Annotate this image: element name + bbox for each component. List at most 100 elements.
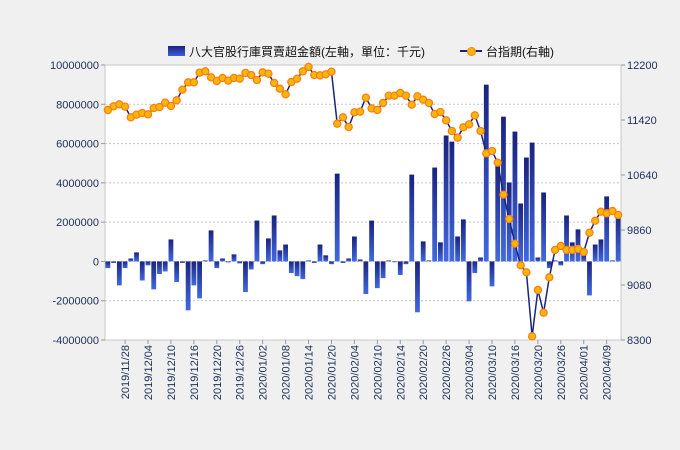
right-tick-label: 8300 [627,335,651,347]
bar [306,260,311,262]
left-tick-label: 4000000 [56,178,99,190]
index-point [516,261,525,270]
x-tick-label: 2019/12/10 [166,345,178,400]
index-point [493,158,502,167]
index-point [401,91,411,100]
bar [208,230,214,262]
x-tick-label: 2020/03/20 [533,345,545,400]
index-point [464,120,474,129]
bar [145,261,151,266]
bar [455,236,460,262]
bar [546,261,552,269]
bar [294,261,300,277]
x-tick-label: 2020/03/16 [510,345,522,400]
x-tick-label: 2020/02/04 [349,345,361,400]
x-tick-label: 2019/12/20 [212,345,224,400]
bar [225,261,231,263]
left-tick-label: 10000000 [50,60,99,72]
bar [615,211,621,262]
left-tick-label: -2000000 [53,296,100,308]
bar [271,215,277,262]
x-tick-label: 2019/12/26 [235,345,247,400]
index-point [487,146,497,156]
bar [558,261,564,266]
bar [260,261,266,265]
bar [380,261,386,279]
x-tick-label: 2020/01/20 [326,345,338,400]
right-tick-label: 9860 [627,225,651,237]
bar [472,261,478,274]
bar [495,163,501,262]
left-tick-label: 2000000 [56,217,99,229]
index-point [235,74,244,83]
bar [157,261,162,274]
bar [180,261,185,263]
x-tick-label: 2020/03/04 [464,345,476,400]
bar [105,261,111,269]
bar [426,260,432,262]
index-point [281,90,290,99]
bar [237,261,243,264]
index-point [327,67,336,76]
index-point [608,206,617,216]
index-point [579,247,588,257]
bar [254,220,260,262]
bar [329,261,334,265]
bar [243,261,248,293]
x-tick-label: 2020/01/08 [281,345,293,400]
index-point [292,74,302,83]
index-point [206,73,216,82]
bar [202,260,208,262]
bar [191,261,197,286]
bar [541,192,546,262]
bar [478,257,483,262]
bar [483,84,489,262]
index-point [298,67,307,76]
left-tick-label: 0 [93,256,99,268]
index-point [545,273,554,282]
index-point [120,102,130,111]
bar [501,116,506,262]
bar [128,258,134,262]
index-point [470,111,479,120]
bar [288,261,294,274]
index-point [499,190,508,199]
x-tick-label: 2019/12/04 [143,345,155,400]
right-tick-label: 11420 [627,115,657,127]
bar [512,131,518,262]
bar [409,174,415,262]
right-tick-label: 10640 [627,170,658,182]
index-point [424,98,434,108]
x-tick-label: 2020/01/02 [258,345,270,400]
bar [415,261,420,313]
index-point [189,78,199,87]
index-point [155,102,164,112]
bar [111,261,116,263]
right-tick-label: 9080 [627,280,651,292]
bar [524,157,529,262]
legend-bar-label: 八大官股行庫買賣超金額(左軸，單位：千元) [189,44,425,59]
bar [386,260,392,262]
bar [300,261,306,280]
x-tick-label: 2019/12/16 [189,345,201,400]
bar [174,261,180,283]
index-point [447,126,457,136]
left-tick-label: -4000000 [53,335,100,347]
bar [460,219,466,262]
index-point [550,245,560,255]
bar [374,261,380,289]
index-point [510,239,520,248]
bar [489,261,495,287]
index-point [378,98,388,108]
index-point [178,85,187,94]
bar [552,260,558,262]
index-point [103,105,113,115]
index-point [355,107,365,116]
bar [323,255,329,262]
bar [311,261,317,263]
index-point [505,214,514,224]
bar [432,167,438,262]
index-point [585,228,594,237]
index-point [269,78,279,88]
bar [220,258,225,262]
